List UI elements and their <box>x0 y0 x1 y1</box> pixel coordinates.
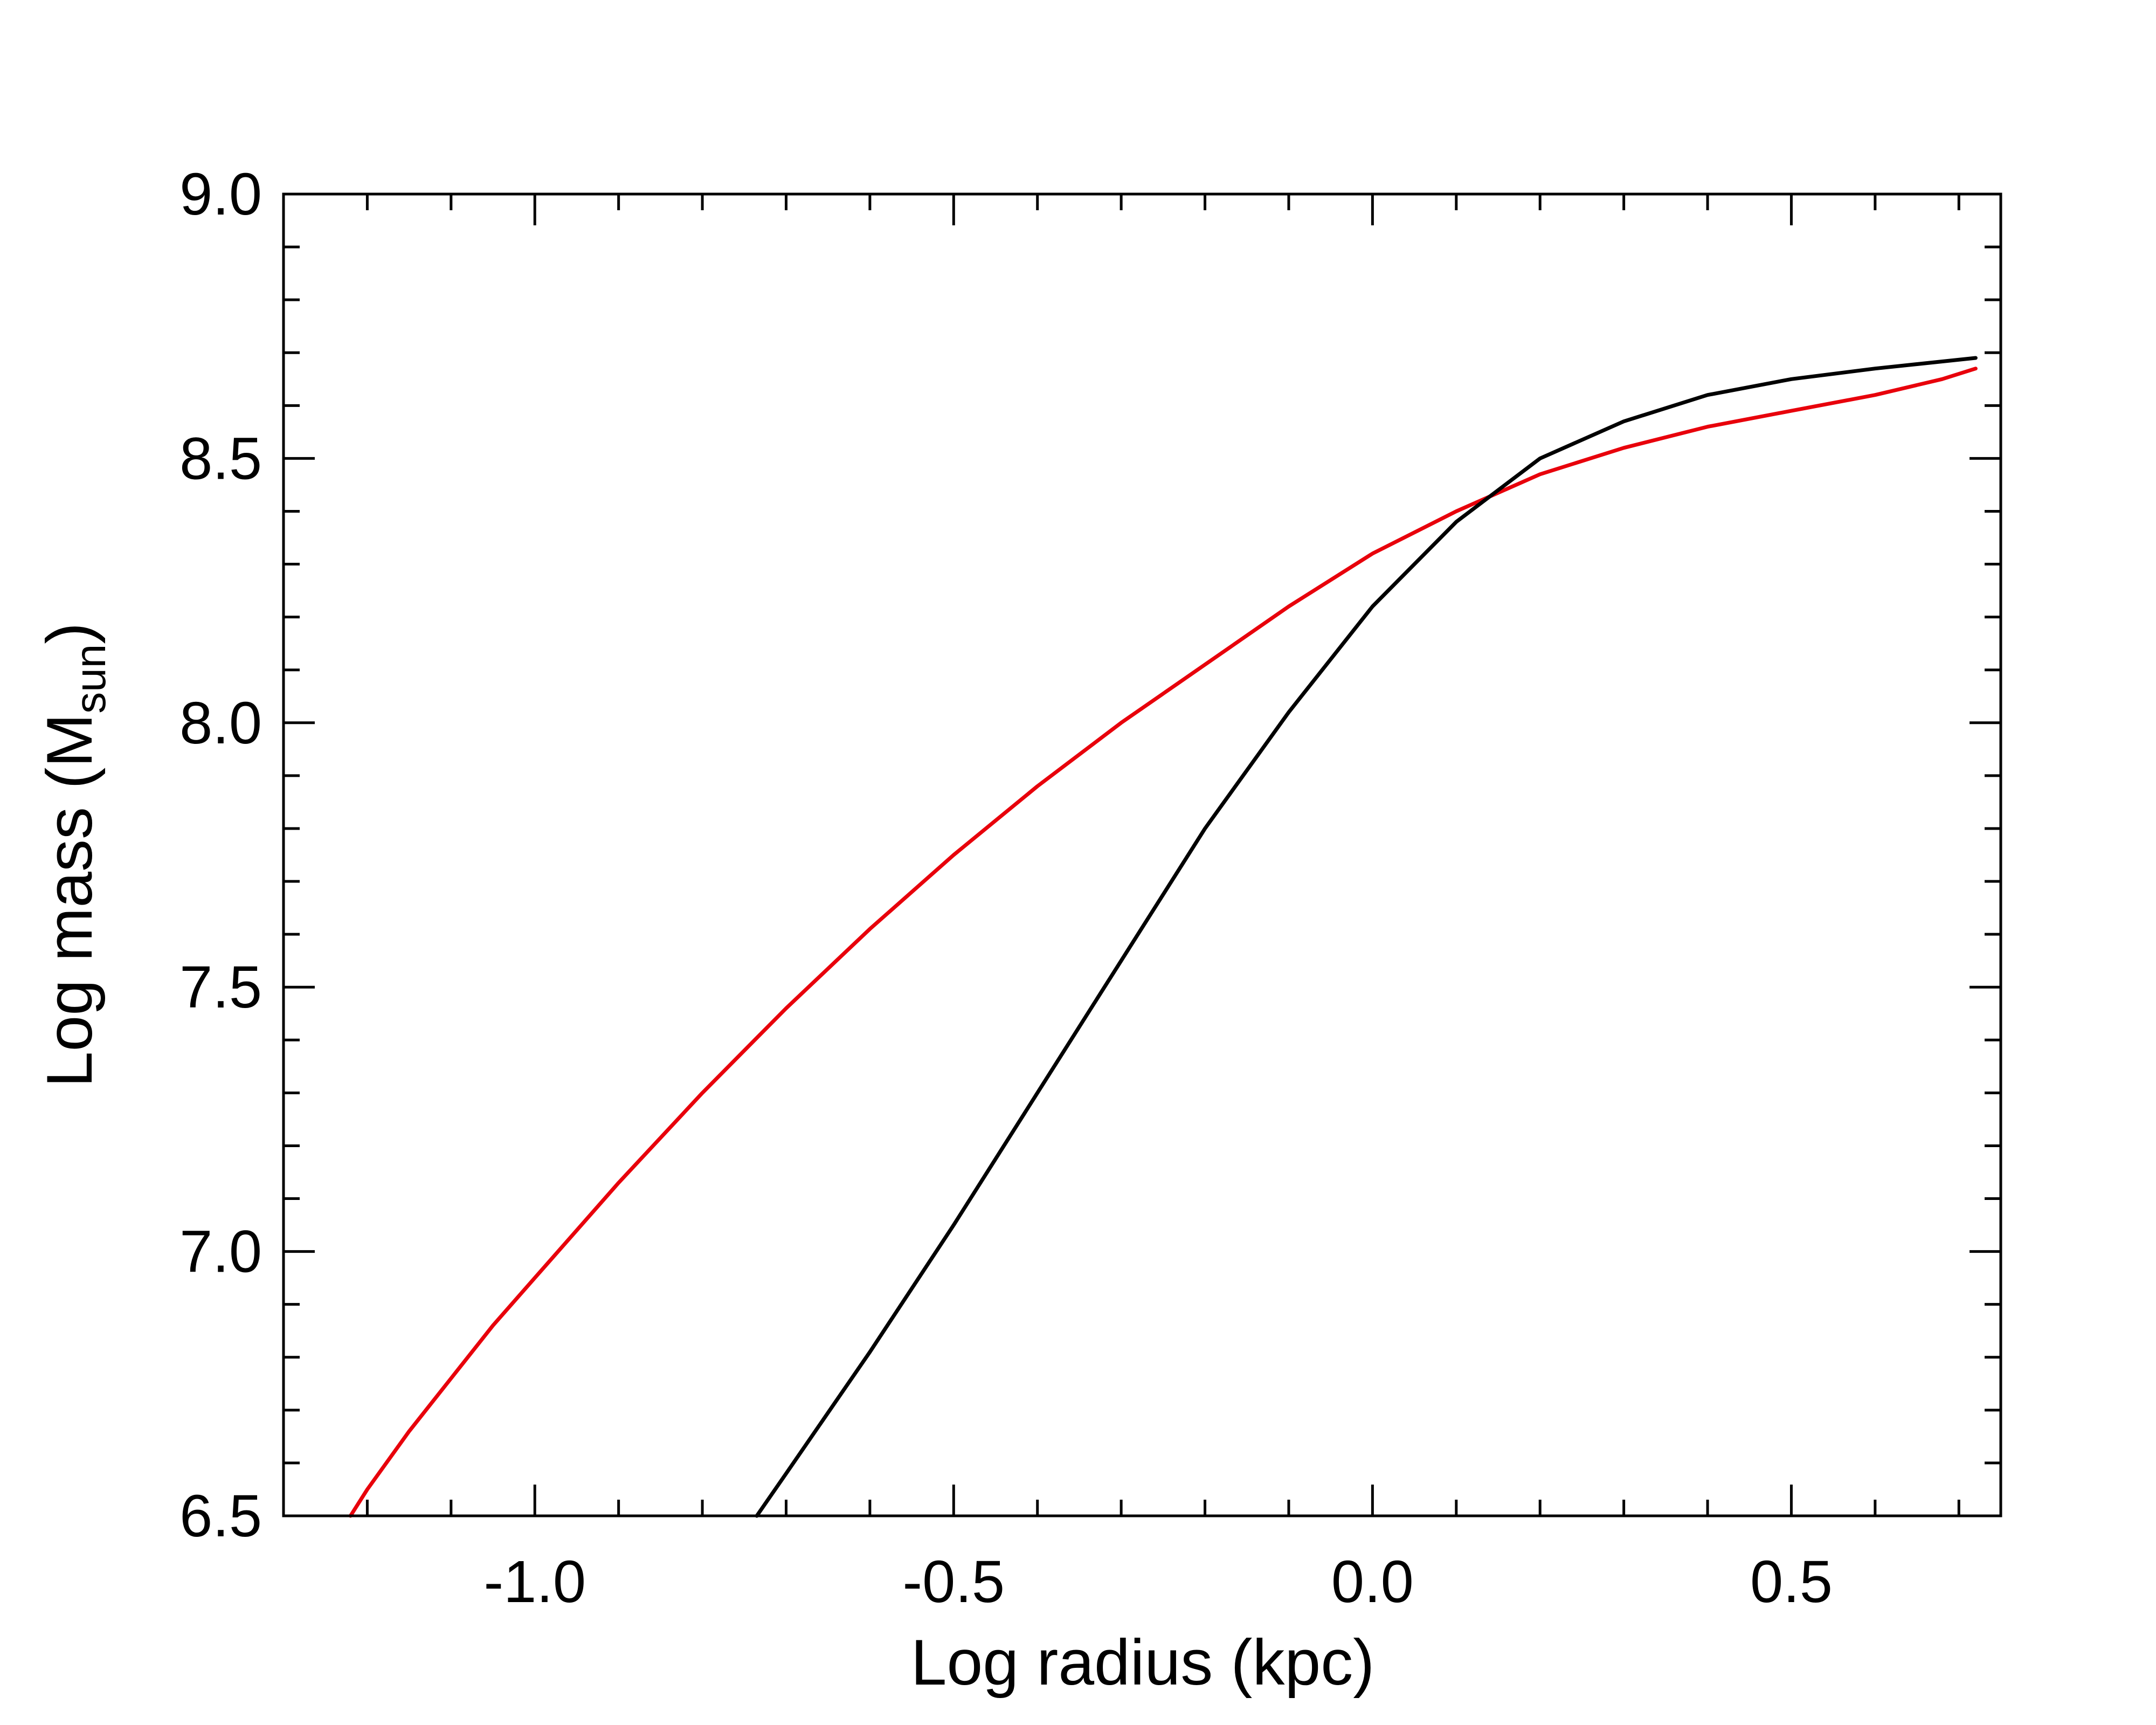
y-tick-label: 6.5 <box>179 1483 262 1549</box>
x-tick-label: -1.0 <box>483 1549 586 1615</box>
y-tick-label: 8.5 <box>179 425 262 492</box>
tick-labels: -1.0 -0.5 0.0 0.5 6.5 7.0 7.5 8.0 8.5 9.0 <box>179 161 1833 1615</box>
x-tick-label: 0.5 <box>1750 1549 1833 1615</box>
series-line-2 <box>755 356 1978 1518</box>
y-axis-label-suffix: ) <box>33 623 106 644</box>
axis-ticks <box>282 192 2001 1517</box>
plot-area <box>348 356 1978 1518</box>
y-tick-label: 8.0 <box>179 690 262 756</box>
x-tick-label: -0.5 <box>903 1549 1005 1615</box>
y-tick-label: 7.0 <box>179 1219 262 1285</box>
y-axis-label: Log mass (Msun) <box>33 623 114 1087</box>
y-axis-label-subscript: sun <box>66 644 114 714</box>
x-axis-label: Log radius (kpc) <box>911 1626 1374 1699</box>
y-tick-label: 9.0 <box>179 161 262 227</box>
series-line-1 <box>348 367 1978 1518</box>
x-tick-label: 0.0 <box>1331 1549 1414 1615</box>
y-tick-label: 7.5 <box>179 954 262 1020</box>
y-axis-label-prefix: Log mass (M <box>33 714 106 1088</box>
plot-frame <box>282 192 2002 1517</box>
